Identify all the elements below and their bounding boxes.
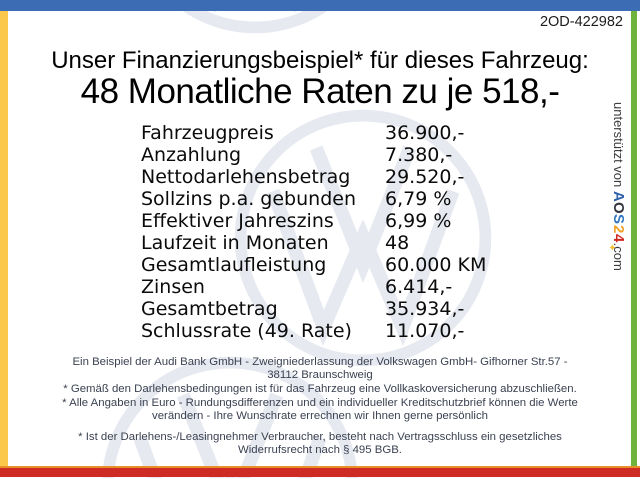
page-subtitle-rate: 48 Monatliche Raten zu je 518,- bbox=[80, 72, 560, 111]
row-label: Fahrzeugpreis bbox=[141, 122, 274, 144]
bottom-accent-line bbox=[0, 466, 640, 468]
row-label: Schlussrate (49. Rate) bbox=[141, 320, 352, 342]
table-row: Schlussrate (49. Rate) 11.070,- bbox=[141, 320, 486, 342]
left-accent-stripe bbox=[0, 11, 8, 468]
support-badge-prefix: unterstützt von bbox=[611, 102, 626, 191]
row-value: 35.934,- bbox=[385, 298, 465, 320]
row-label: Sollzins p.a. gebunden bbox=[141, 188, 356, 210]
brand-letter: 4 ✦ bbox=[607, 233, 627, 255]
support-badge-suffix: .com bbox=[611, 242, 626, 271]
brand-letter: A bbox=[610, 190, 627, 203]
table-row: Gesamtlaufleistung 60.000 KM bbox=[141, 254, 486, 276]
table-row: Anzahlung 7.380,- bbox=[141, 144, 486, 166]
disclaimer-paragraph: * Alle Angaben in Euro - Rundungsdiffere… bbox=[62, 397, 578, 422]
row-value: 11.070,- bbox=[385, 320, 465, 342]
brand-letter: O bbox=[610, 202, 627, 215]
right-accent-stripe bbox=[631, 11, 637, 466]
row-value: 6,99 % bbox=[385, 210, 452, 232]
row-value: 48 bbox=[385, 232, 410, 254]
disclaimer-paragraph: * Gemäß den Darlehensbedingungen ist für… bbox=[63, 383, 577, 395]
row-label: Zinsen bbox=[141, 276, 205, 298]
table-row: Sollzins p.a. gebunden 6,79 % bbox=[141, 188, 486, 210]
support-badge: unterstützt von AOS24 ✦ .com bbox=[607, 102, 627, 372]
table-row: Gesamtbetrag 35.934,- bbox=[141, 298, 486, 320]
table-row: Nettodarlehensbetrag 29.520,- bbox=[141, 166, 486, 188]
row-label: Laufzeit in Monaten bbox=[141, 232, 329, 254]
finance-table: Fahrzeugpreis 36.900,- Anzahlung 7.380,- Net… bbox=[141, 122, 486, 342]
row-label: Anzahlung bbox=[141, 144, 242, 166]
row-value: 6,79 % bbox=[385, 188, 452, 210]
row-value: 29.520,- bbox=[385, 166, 465, 188]
page-title: Unser Finanzierungsbeispiel* für dieses … bbox=[51, 47, 589, 74]
table-row: Effektiver Jahreszins 6,99 % bbox=[141, 210, 486, 232]
brand-letter: S bbox=[610, 214, 627, 225]
table-row: Fahrzeugpreis 36.900,- bbox=[141, 122, 486, 144]
bottom-accent-bar bbox=[0, 468, 640, 477]
row-value: 60.000 KM bbox=[385, 254, 487, 276]
disclaimer-paragraph: Ein Beispiel der Audi Bank GmbH - Zweign… bbox=[72, 356, 568, 381]
star-icon: ✦ bbox=[607, 242, 618, 255]
reference-number: 2OD-422982 bbox=[539, 14, 623, 30]
table-row: Zinsen 6.414,- bbox=[141, 276, 486, 298]
aos24-logo: AOS24 ✦ bbox=[607, 190, 627, 255]
row-value: 36.900,- bbox=[385, 122, 465, 144]
row-value: 6.414,- bbox=[385, 276, 453, 298]
row-label: Effektiver Jahreszins bbox=[141, 210, 334, 232]
row-label: Gesamtbetrag bbox=[141, 298, 278, 320]
disclaimer-paragraph: * Ist der Darlehens-/Leasingnehmer Verbr… bbox=[78, 431, 562, 456]
row-label: Nettodarlehensbetrag bbox=[141, 166, 351, 188]
brand-letter: 2 bbox=[610, 224, 627, 234]
row-value: 7.380,- bbox=[385, 144, 453, 166]
top-accent-bar bbox=[0, 0, 640, 11]
table-row: Laufzeit in Monaten 48 bbox=[141, 232, 486, 254]
row-label: Gesamtlaufleistung bbox=[141, 254, 327, 276]
disclaimer: Ein Beispiel der Audi Bank GmbH - Zweign… bbox=[25, 356, 615, 458]
